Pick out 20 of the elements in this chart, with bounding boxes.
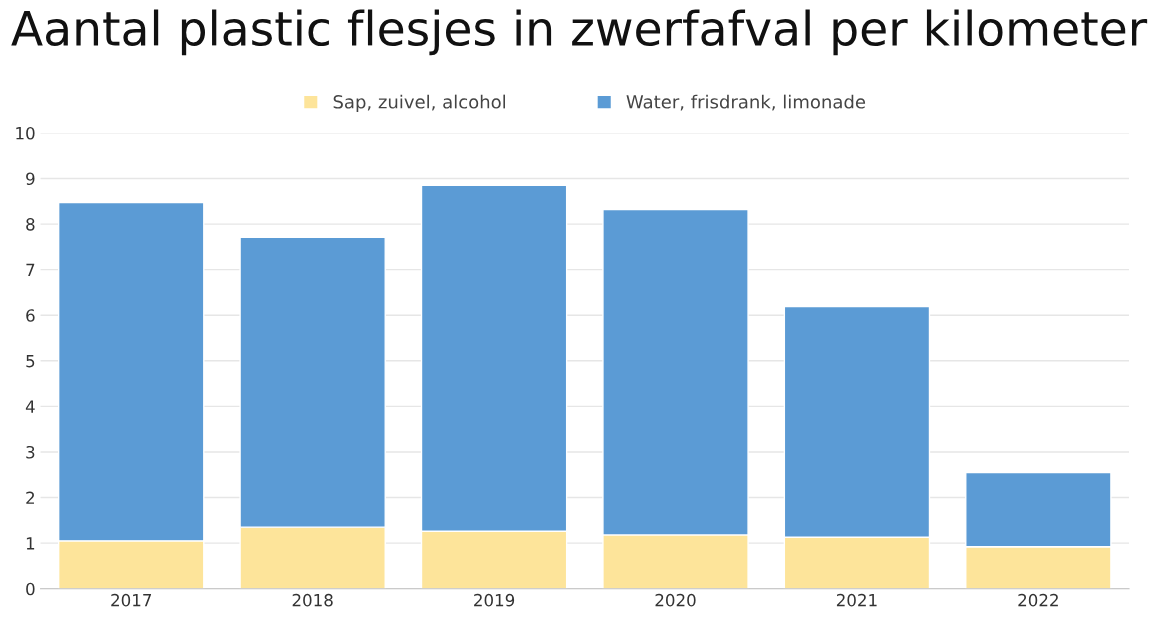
y-tick-label: 0 [26,582,35,596]
y-tick-label: 10 [16,126,35,140]
legend-label: Sap, zuivel, alcohol [333,94,506,113]
y-tick-label: 8 [26,218,35,231]
x-tick-label: 2019 [474,593,515,607]
x-tick-label: 2022 [1018,593,1058,607]
legend-label: Water, frisdrank, limonade [626,94,866,111]
y-tick-label: 7 [26,263,35,276]
y-tick-label: 4 [25,400,35,413]
x-tick-label: 2017 [111,593,152,607]
x-tick-label: 2018 [292,593,333,607]
y-tick-label: 5 [26,354,35,368]
chart-title: Aantal plastic flesjes in zwerfafval per kilometer [11,9,1148,56]
x-tick-label: 2020 [655,593,696,607]
y-tick-label: 1 [26,537,35,550]
y-tick-label: 3 [26,445,35,459]
y-tick-label: 9 [26,172,35,186]
y-tick-label: 2 [26,491,34,504]
y-tick-label: 6 [26,309,35,322]
x-tick-label: 2021 [836,593,877,607]
